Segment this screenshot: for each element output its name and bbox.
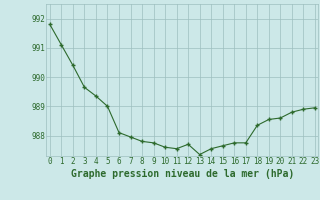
X-axis label: Graphe pression niveau de la mer (hPa): Graphe pression niveau de la mer (hPa) <box>71 169 294 179</box>
